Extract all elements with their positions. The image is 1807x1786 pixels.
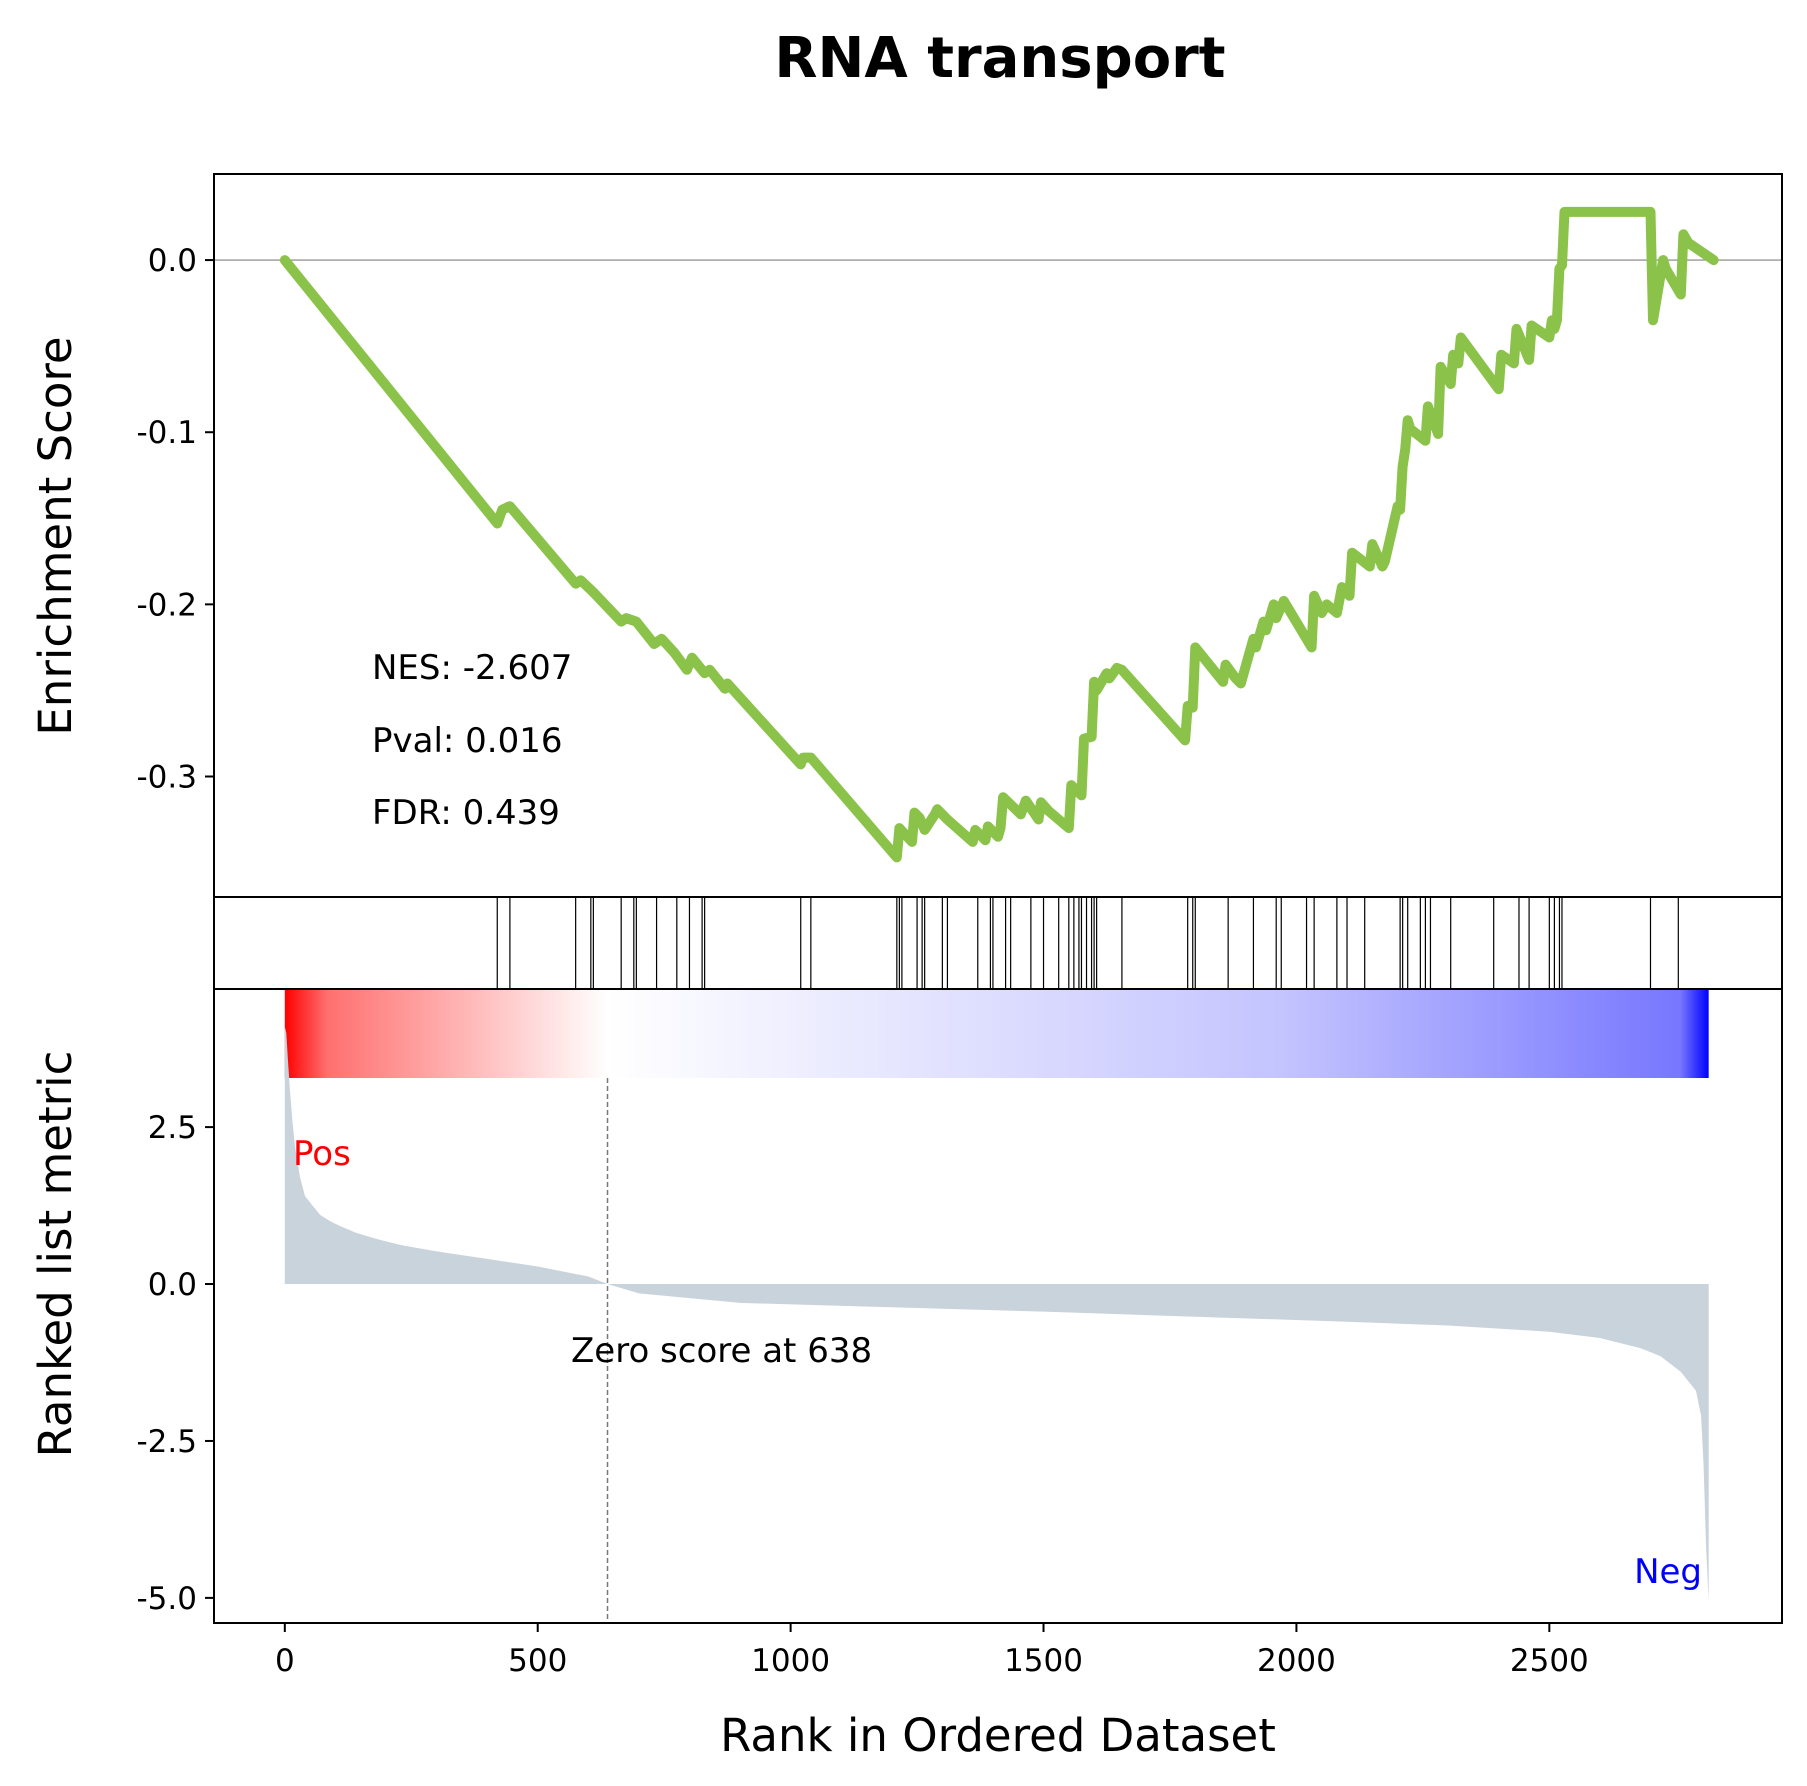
metric-y-tick-label: 2.5 xyxy=(148,1110,197,1146)
es-y-ticks: 0.0 -0.1 -0.2 -0.3 xyxy=(137,243,214,796)
es-y-tick-label: -0.2 xyxy=(137,587,198,623)
metric-panel: Zero score at 638 Pos Neg 2.5 0.0 -2.5 -5.0 xyxy=(137,988,1783,1624)
es-y-tick-label: -0.3 xyxy=(137,760,198,796)
ranked-metric-area xyxy=(284,1026,1709,1601)
es-y-tick-label: 0.0 xyxy=(148,243,197,279)
chart-title: RNA transport xyxy=(774,26,1225,91)
x-axis-label: Rank in Ordered Dataset xyxy=(720,1709,1276,1762)
x-tick-label: 1500 xyxy=(1004,1643,1083,1679)
pos-label: Pos xyxy=(293,1134,351,1174)
fdr-label: FDR: 0.439 xyxy=(372,793,560,833)
metric-y-tick-label: -2.5 xyxy=(137,1424,198,1460)
metric-y-tick-label: 0.0 xyxy=(148,1267,197,1303)
zero-score-label: Zero score at 638 xyxy=(571,1331,872,1371)
es-y-axis-label: Enrichment Score xyxy=(29,336,82,735)
nes-label: NES: -2.607 xyxy=(372,648,572,688)
metric-panel-frame xyxy=(213,988,1783,1624)
es-panel-frame xyxy=(213,173,1783,898)
pval-label: Pval: 0.016 xyxy=(372,721,563,761)
x-tick-label: 2500 xyxy=(1510,1643,1589,1679)
metric-y-axis-label: Ranked list metric xyxy=(29,1051,82,1458)
hits-panel-frame xyxy=(213,896,1783,990)
neg-label: Neg xyxy=(1634,1552,1702,1592)
x-tick-label: 0 xyxy=(275,1643,295,1679)
x-tick-label: 1000 xyxy=(751,1643,830,1679)
es-curve xyxy=(279,206,1719,863)
metric-y-tick-label: -5.0 xyxy=(137,1581,198,1617)
x-axis-ticks: 0 500 1000 1500 2000 2500 xyxy=(275,1623,1589,1679)
x-tick-label: 2000 xyxy=(1257,1643,1336,1679)
hit-lines xyxy=(496,897,1679,989)
metric-y-ticks: 2.5 0.0 -2.5 -5.0 xyxy=(137,1110,214,1617)
es-y-tick-label: -0.1 xyxy=(137,415,198,451)
es-panel: 0.0-0.1-0.2-0.3 NES: -2.607 Pval: 0.016 … xyxy=(137,173,1783,898)
ranking-heatmap-bar xyxy=(284,989,1709,1078)
x-tick-label: 500 xyxy=(508,1643,567,1679)
hits-panel xyxy=(213,896,1783,990)
